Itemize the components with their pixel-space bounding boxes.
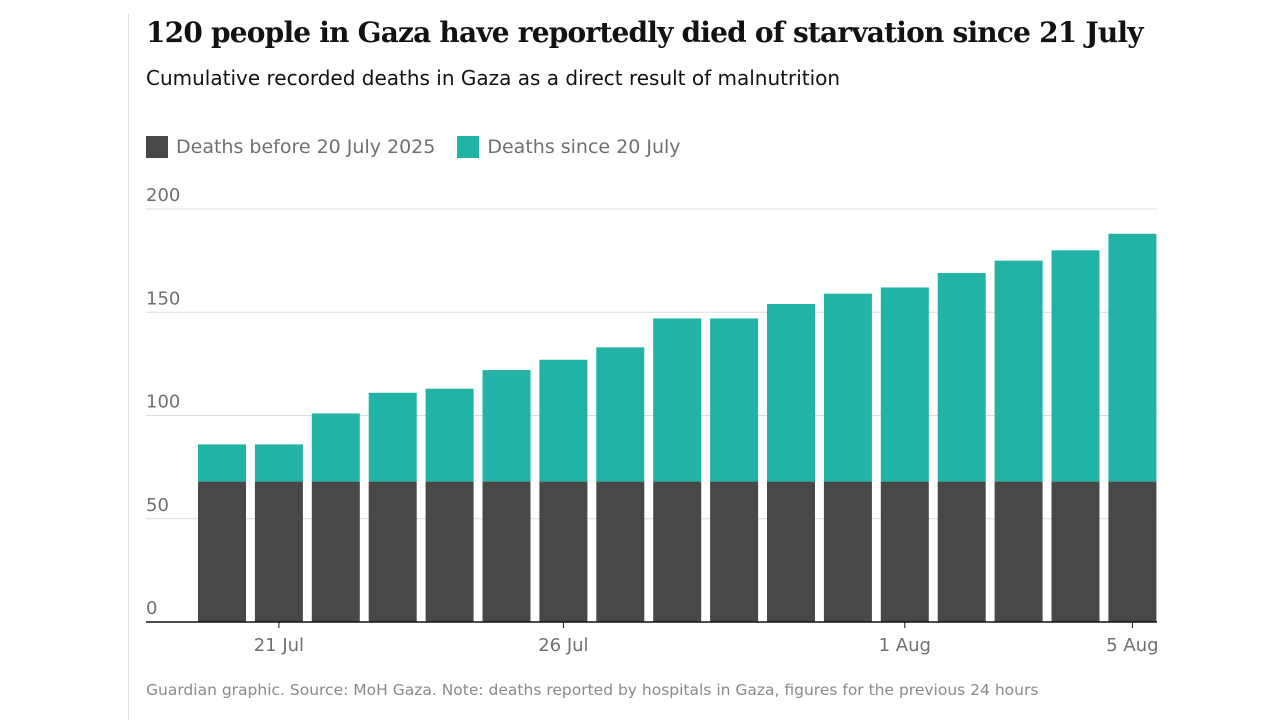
bar-before-2025-08-05 — [1108, 481, 1157, 622]
legend-swatch-since — [457, 136, 480, 158]
bar-since-2025-07-30 — [767, 303, 815, 482]
bar-since-2025-07-24 — [425, 388, 474, 482]
bar-since-2025-08-03 — [994, 260, 1043, 482]
bar-since-2025-07-20 — [198, 444, 246, 482]
bar-before-2025-07-24 — [425, 481, 474, 622]
bar-since-2025-07-28 — [653, 318, 702, 482]
legend-label-since: Deaths since 20 July — [487, 136, 681, 158]
bar-before-2025-08-04 — [1051, 481, 1100, 622]
bar-before-2025-07-25 — [482, 481, 531, 622]
legend: Deaths before 20 July 2025 Deaths since … — [146, 136, 703, 158]
y-tick-label-150: 150 — [146, 288, 180, 309]
chart-title: 120 people in Gaza have reportedly died … — [146, 16, 1144, 49]
bar-since-2025-07-26 — [539, 359, 588, 482]
bar-since-2025-07-27 — [596, 347, 645, 482]
y-tick-label-100: 100 — [146, 392, 180, 413]
bar-before-2025-08-02 — [937, 481, 986, 622]
bar-since-2025-07-21 — [254, 444, 303, 482]
y-tick-label-50: 50 — [146, 495, 169, 516]
x-tick-label-12: 1 Aug — [879, 635, 931, 656]
legend-swatch-before — [146, 136, 168, 158]
y-tick-label-0: 0 — [146, 598, 157, 619]
x-tick-label-1: 21 Jul — [254, 635, 304, 656]
bar-before-2025-07-31 — [823, 481, 872, 622]
bar-since-2025-08-01 — [880, 287, 929, 482]
bar-before-2025-07-27 — [596, 481, 645, 622]
bar-since-2025-07-31 — [823, 293, 872, 482]
bar-since-2025-07-23 — [368, 392, 417, 482]
bar-before-2025-07-30 — [767, 481, 815, 622]
bar-since-2025-08-05 — [1108, 233, 1157, 482]
left-divider — [128, 14, 129, 720]
bar-before-2025-07-26 — [539, 481, 588, 622]
bar-before-2025-07-21 — [254, 481, 303, 622]
x-tick-label-6: 26 Jul — [538, 635, 588, 656]
bar-before-2025-07-22 — [311, 481, 360, 622]
bar-before-2025-07-29 — [710, 481, 759, 622]
legend-item-before: Deaths before 20 July 2025 — [146, 136, 435, 158]
bar-since-2025-07-29 — [710, 318, 759, 482]
bar-before-2025-07-20 — [198, 481, 246, 622]
bar-since-2025-07-25 — [482, 370, 531, 482]
bar-before-2025-08-03 — [994, 481, 1043, 622]
chart-subtitle: Cumulative recorded deaths in Gaza as a … — [146, 66, 841, 90]
legend-item-since: Deaths since 20 July — [457, 136, 681, 158]
bar-before-2025-07-28 — [653, 481, 702, 622]
bar-before-2025-08-01 — [880, 481, 929, 622]
x-tick-label-16: 5 Aug — [1106, 635, 1158, 656]
y-tick-label-200: 200 — [146, 185, 180, 206]
bar-since-2025-08-04 — [1051, 250, 1100, 482]
source-note: Guardian graphic. Source: MoH Gaza. Note… — [146, 681, 1039, 699]
bar-since-2025-07-22 — [311, 413, 360, 482]
legend-label-before: Deaths before 20 July 2025 — [176, 136, 436, 158]
bar-since-2025-08-02 — [937, 273, 986, 482]
bar-before-2025-07-23 — [368, 481, 417, 622]
